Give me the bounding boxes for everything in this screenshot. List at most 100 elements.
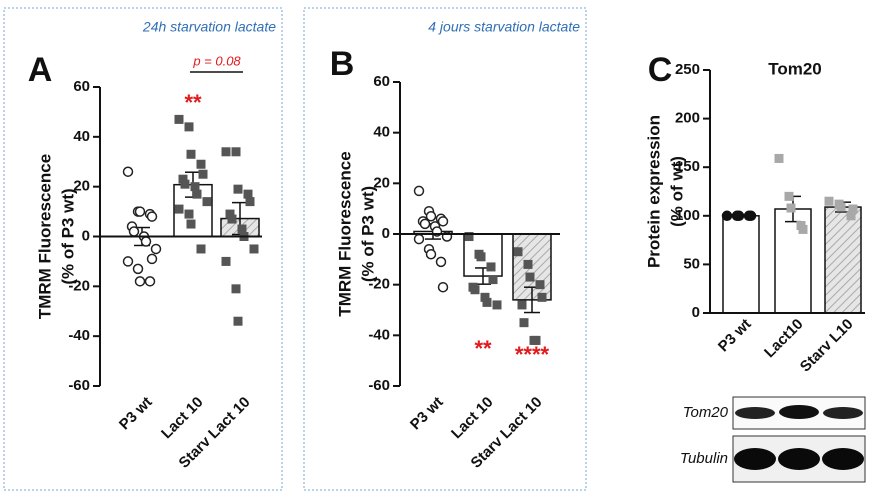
data-point	[225, 209, 235, 219]
data-point	[146, 211, 158, 222]
panel-header: 4 jours starvation lactate	[428, 19, 580, 35]
panel-label: A	[28, 51, 53, 89]
data-point	[476, 252, 486, 262]
y-tick-label: 40	[73, 128, 90, 145]
data-point	[243, 189, 253, 199]
data-point	[784, 191, 794, 201]
data-point	[425, 249, 437, 260]
data-point	[178, 174, 188, 184]
data-point	[122, 256, 134, 267]
data-point	[132, 263, 144, 275]
data-point	[180, 179, 190, 189]
data-point	[237, 224, 247, 234]
data-point	[531, 335, 541, 345]
data-point	[486, 262, 496, 272]
panel-label: C	[648, 51, 673, 89]
data-point	[233, 316, 243, 326]
data-point	[140, 236, 152, 247]
data-point	[774, 153, 784, 163]
data-point	[798, 224, 808, 234]
data-point	[488, 275, 498, 285]
x-tick-label: P3 wt	[715, 316, 755, 356]
data-point	[249, 244, 259, 254]
data-point	[525, 272, 535, 282]
y-tick-label: 40	[373, 124, 390, 141]
blot-label: Tom20	[683, 404, 729, 421]
y-tick-label: 200	[675, 110, 700, 127]
data-point	[221, 256, 231, 266]
data-point	[492, 300, 502, 310]
y-tick-label: 60	[373, 73, 390, 90]
data-point	[134, 206, 146, 217]
data-point	[480, 292, 490, 302]
data-point	[535, 280, 545, 290]
bar	[824, 206, 862, 314]
data-point	[233, 184, 243, 194]
y-tick-label: -20	[68, 277, 90, 294]
bar	[774, 208, 812, 314]
y-axis-label: TMRM Fluorescence	[335, 151, 354, 316]
data-point	[435, 256, 447, 268]
data-point	[186, 149, 196, 159]
data-point	[517, 300, 527, 310]
annotation: ****	[515, 342, 550, 367]
data-point	[786, 203, 796, 213]
data-point	[174, 114, 184, 124]
data-point	[184, 122, 194, 132]
data-point	[846, 211, 856, 221]
data-point	[464, 232, 474, 242]
y-axis-label: (% of P3 wt)	[358, 186, 377, 282]
data-point	[721, 210, 733, 222]
data-point	[186, 219, 196, 229]
x-tick-label: P3 wt	[116, 394, 156, 434]
blot-label: Tubulin	[680, 450, 728, 467]
data-point	[227, 214, 237, 224]
x-tick-label: Lact10	[761, 316, 807, 362]
y-tick-label: 0	[692, 304, 700, 321]
data-point	[144, 276, 156, 287]
y-tick-label: -60	[368, 377, 390, 394]
y-axis-label: Protein expression	[644, 115, 663, 268]
data-point	[848, 204, 858, 214]
data-point	[836, 202, 846, 212]
y-tick-label: 0	[82, 227, 90, 244]
data-point	[231, 284, 241, 294]
y-tick-label: 50	[683, 255, 700, 272]
data-point	[425, 211, 437, 222]
annotation: p = 0.08	[192, 53, 241, 68]
chart-title: Tom20	[768, 59, 822, 78]
y-tick-label: 20	[373, 174, 390, 191]
data-point	[128, 226, 140, 237]
y-axis-label: TMRM Fluorescence	[35, 154, 54, 319]
y-tick-label: -40	[368, 326, 390, 343]
western-blot	[732, 396, 866, 483]
data-point	[824, 196, 834, 206]
y-axis-label: (% of P3 wt)	[58, 188, 77, 284]
y-tick-label: 250	[675, 61, 700, 78]
data-point	[513, 247, 523, 257]
data-point	[745, 210, 757, 222]
data-point	[150, 243, 162, 255]
data-point	[482, 297, 492, 307]
data-point	[184, 209, 194, 219]
data-point	[413, 185, 425, 197]
data-point	[519, 318, 529, 328]
data-point	[245, 197, 255, 207]
y-tick-label: -20	[368, 276, 390, 293]
data-point	[437, 281, 449, 293]
y-axis-label: (% of wt)	[667, 156, 686, 227]
x-tick-label: Lact 10	[448, 394, 497, 443]
data-point	[174, 204, 184, 214]
y-tick-label: 0	[382, 225, 390, 242]
y-tick-label: 150	[675, 158, 700, 175]
data-point	[221, 147, 231, 157]
data-point	[419, 218, 431, 230]
y-tick-label: -60	[68, 377, 90, 394]
x-tick-label: Starv L10	[797, 316, 857, 376]
data-point	[192, 189, 202, 199]
data-point	[196, 244, 206, 254]
data-point	[733, 210, 745, 222]
y-tick-label: 60	[73, 78, 90, 95]
bar	[722, 215, 760, 314]
